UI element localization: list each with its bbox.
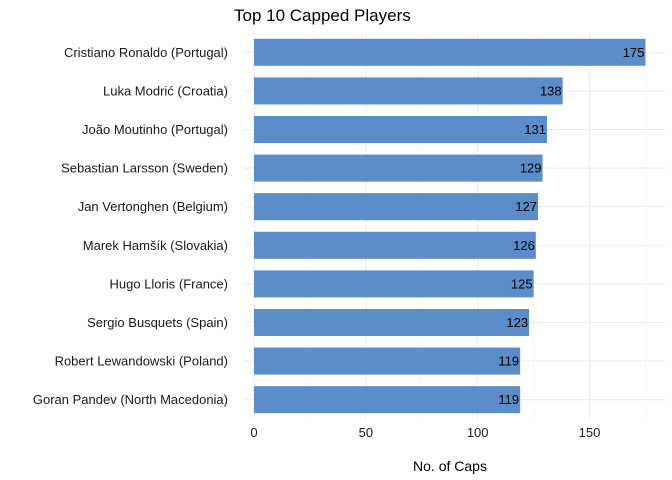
bar-value-label: 131 xyxy=(524,122,546,137)
category-label: Jan Vertonghen (Belgium) xyxy=(78,199,228,214)
bar xyxy=(254,38,646,66)
category-label: Hugo Lloris (France) xyxy=(110,276,229,291)
bar-value-label: 119 xyxy=(498,354,519,369)
x-axis-title: No. of Caps xyxy=(413,458,487,474)
bar-value-label: 119 xyxy=(498,392,519,407)
bar xyxy=(254,270,534,298)
bar-value-label: 125 xyxy=(511,276,533,291)
category-label: Sergio Busquets (Spain) xyxy=(87,315,228,330)
bar-value-label: 129 xyxy=(520,161,542,176)
x-tick-label: 150 xyxy=(579,425,601,440)
bar xyxy=(254,347,521,375)
category-label: Goran Pandev (North Macedonia) xyxy=(33,392,228,407)
chart-title: Top 10 Capped Players xyxy=(234,6,411,25)
category-label: Cristiano Ronaldo (Portugal) xyxy=(64,45,228,60)
bar-value-label: 175 xyxy=(623,45,645,60)
x-tick-label: 0 xyxy=(250,425,257,440)
x-tick-label: 100 xyxy=(467,425,489,440)
bar xyxy=(254,308,530,337)
bar xyxy=(254,231,536,259)
bar xyxy=(254,115,548,144)
bar xyxy=(254,386,521,414)
bar-value-label: 127 xyxy=(515,199,537,214)
bar xyxy=(254,77,563,105)
bar xyxy=(254,154,543,182)
category-labels: Cristiano Ronaldo (Portugal) Luka Modrić … xyxy=(33,45,228,407)
x-tick-label: 50 xyxy=(359,425,373,440)
category-label: Sebastian Larsson (Sweden) xyxy=(61,161,228,176)
bar-value-label: 123 xyxy=(506,315,528,330)
x-tick-labels: 0 50 100 150 xyxy=(250,425,600,440)
bars xyxy=(254,38,646,414)
bar xyxy=(254,193,539,221)
category-label: Marek Hamšík (Slovakia) xyxy=(83,238,228,253)
bar-value-label: 126 xyxy=(513,238,535,253)
category-label: João Moutinho (Portugal) xyxy=(82,122,228,137)
data-labels: 175 138 131 129 127 126 125 123 119 119 xyxy=(498,45,644,407)
category-label: Robert Lewandowski (Poland) xyxy=(55,354,228,369)
category-label: Luka Modrić (Croatia) xyxy=(103,83,228,98)
bar-value-label: 138 xyxy=(540,83,562,98)
